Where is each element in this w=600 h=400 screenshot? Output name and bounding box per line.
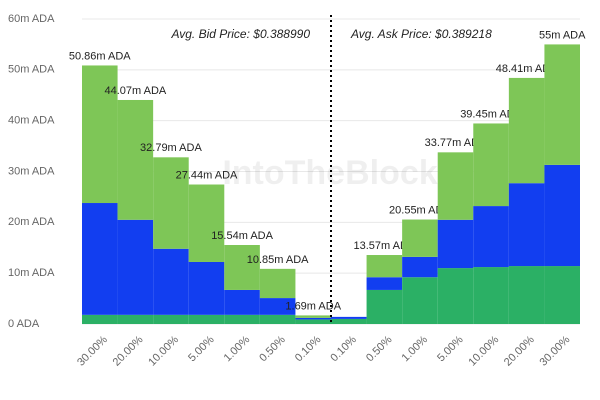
bar-segment	[82, 203, 118, 315]
total-label: 48.41m ADA	[496, 63, 558, 75]
bar-segment	[117, 219, 154, 315]
x-tick-label: 1.00%	[400, 334, 431, 365]
x-tick-label: 20.00%	[502, 334, 537, 369]
bar-segment	[117, 99, 154, 220]
bid-annotation: Avg. Bid Price: $0.388990	[170, 27, 310, 41]
total-label: 55m ADA	[539, 29, 586, 41]
x-tick-label: 10.00%	[146, 334, 181, 369]
total-label: 50.86m ADA	[69, 50, 131, 62]
bar-segment	[188, 314, 225, 324]
bar-segment	[224, 245, 260, 290]
bar-segment	[544, 164, 580, 267]
bar-segment	[82, 314, 118, 324]
bar-segment	[153, 157, 189, 249]
bar-segment	[366, 289, 403, 324]
x-tick-label: 10.00%	[466, 334, 501, 369]
bar-segment	[473, 123, 509, 207]
total-label: 44.07m ADA	[104, 85, 166, 97]
x-tick-label: 0.10%	[328, 334, 359, 365]
total-label: 33.77m ADA	[425, 137, 487, 149]
bar-segment	[82, 65, 118, 204]
bar-segment	[402, 256, 438, 278]
bar-segment	[366, 277, 403, 290]
bar-segment	[224, 314, 260, 324]
bar-segment	[295, 315, 331, 318]
total-label: 20.55m ADA	[389, 204, 451, 216]
x-tick-label: 0.10%	[293, 334, 324, 365]
bar-segment	[188, 261, 225, 315]
x-tick-label: 20.00%	[111, 334, 146, 369]
bar-segment	[153, 314, 189, 324]
bar-segment	[153, 248, 189, 315]
x-tick-label: 5.00%	[186, 334, 217, 365]
y-tick-label: 0 ADA	[8, 318, 40, 330]
bar-segment	[259, 268, 296, 299]
bar-segment	[331, 318, 367, 324]
x-tick-label: 30.00%	[75, 334, 110, 369]
total-label: 10.85m ADA	[247, 254, 309, 266]
total-label: 39.45m ADA	[460, 108, 522, 120]
bar-segment	[544, 266, 580, 324]
bar-segment	[224, 289, 260, 315]
bar-segment	[473, 206, 509, 268]
bar-segment	[437, 219, 474, 269]
y-tick-label: 50m ADA	[8, 64, 55, 76]
ask-annotation: Avg. Ask Price: $0.389218	[350, 27, 492, 41]
total-label: 27.44m ADA	[176, 169, 238, 181]
x-tick-label: 0.50%	[257, 334, 288, 365]
y-tick-label: 40m ADA	[8, 115, 55, 127]
total-label: 1.69m ADA	[285, 300, 341, 312]
bar-segment	[544, 44, 580, 165]
total-label: 15.54m ADA	[211, 230, 273, 242]
bar-segment	[295, 319, 331, 324]
bar-segment	[188, 184, 225, 262]
bar-segment	[259, 314, 296, 324]
bar-segment	[437, 152, 474, 220]
bar-segment	[259, 298, 296, 315]
total-label: 32.79m ADA	[140, 142, 202, 154]
y-tick-label: 60m ADA	[8, 13, 55, 25]
bar-segment	[402, 277, 438, 324]
bar-segment	[366, 255, 403, 278]
total-label: 13.57m ADA	[353, 240, 415, 252]
bar-segment	[117, 314, 154, 324]
bar-segment	[473, 267, 509, 324]
y-tick-label: 20m ADA	[8, 216, 55, 228]
x-tick-label: 1.00%	[222, 334, 253, 365]
bar-segment	[508, 266, 545, 324]
x-tick-label: 0.50%	[364, 334, 395, 365]
bar-segment	[331, 316, 367, 319]
bar-segment	[402, 219, 438, 257]
bar-segment	[508, 77, 545, 184]
y-tick-label: 30m ADA	[8, 165, 55, 177]
x-tick-label: 30.00%	[538, 334, 573, 369]
bar-segment	[437, 268, 474, 324]
bar-segment	[295, 317, 331, 320]
bar-segment	[508, 183, 545, 267]
x-tick-label: 5.00%	[435, 334, 466, 365]
y-tick-label: 10m ADA	[8, 267, 55, 279]
